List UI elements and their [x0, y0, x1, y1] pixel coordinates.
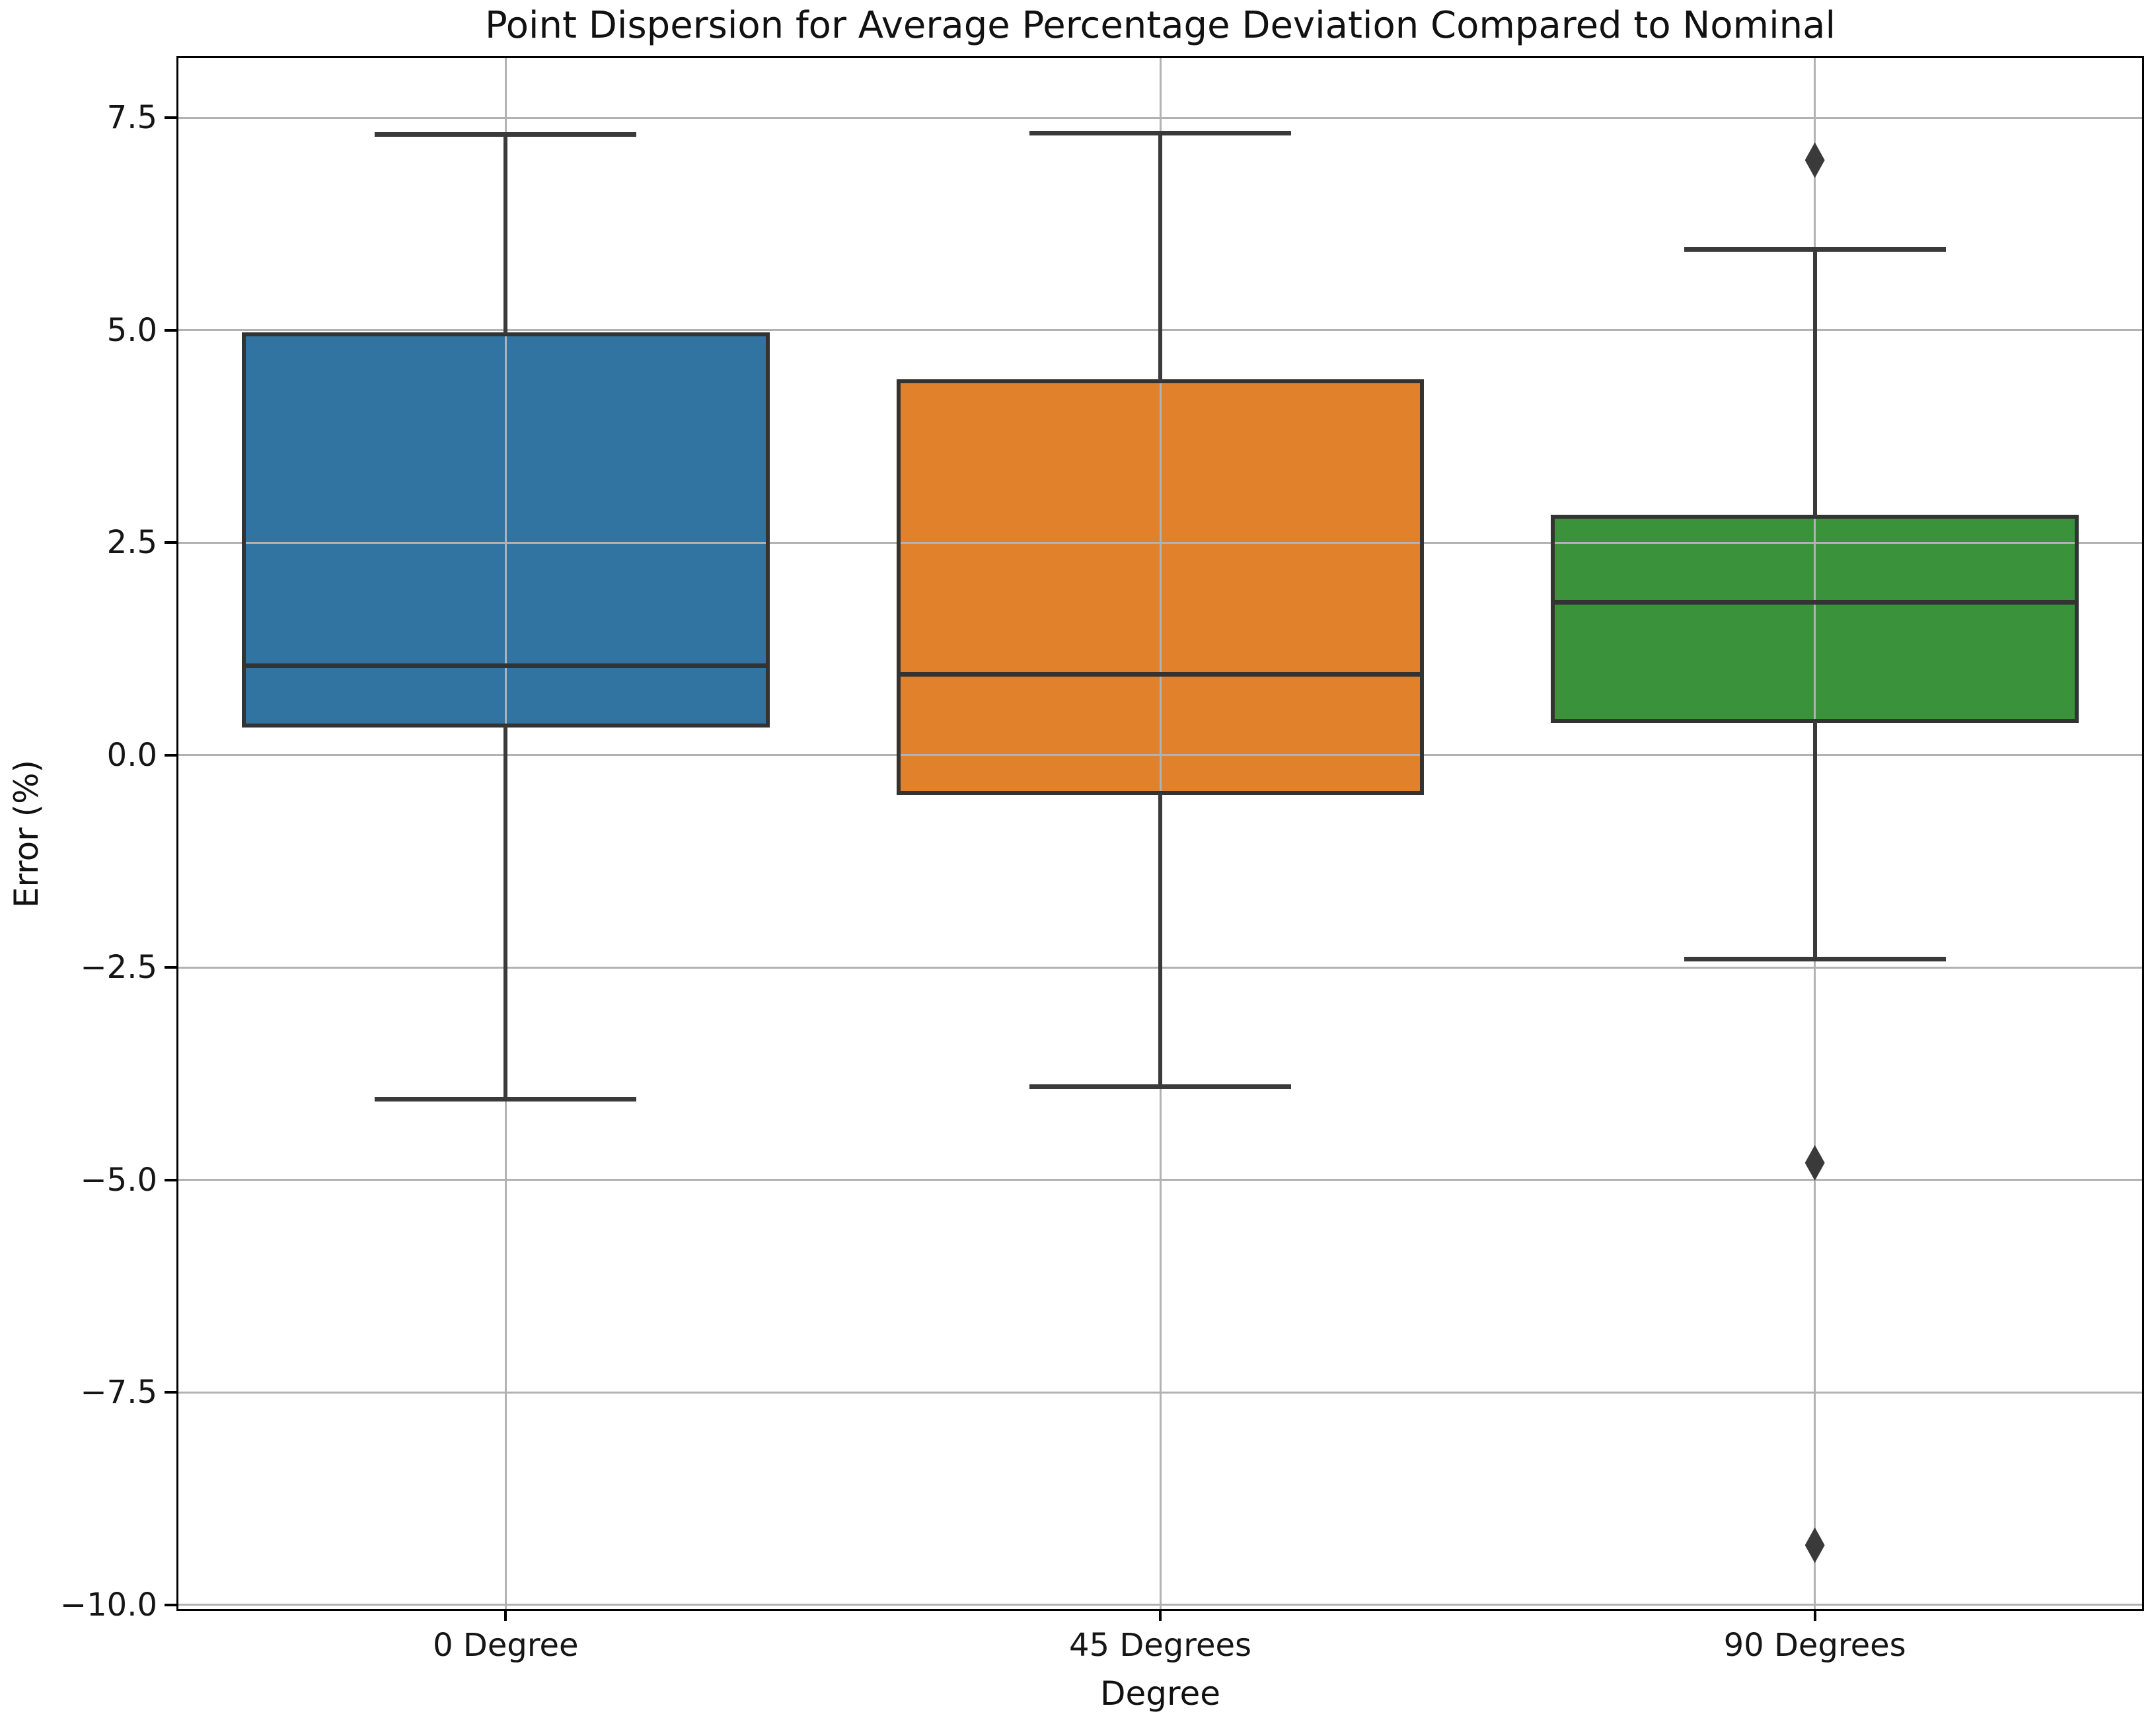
y-tick-label: −5.0 [80, 1161, 157, 1199]
box-45-degrees [896, 379, 1425, 796]
x-axis-label: Degree [1100, 1674, 1220, 1713]
median-45-degrees [898, 671, 1423, 677]
y-tick [165, 1603, 176, 1606]
whisker-upper-90-degrees [1812, 249, 1817, 517]
x-tick [1159, 1609, 1162, 1621]
x-tick-label: 90 Degrees [1723, 1627, 1906, 1664]
box-0-degree [242, 332, 770, 728]
cap-upper-90-degrees [1684, 246, 1946, 252]
outlier-90-degrees-1 [1804, 1144, 1825, 1181]
whisker-upper-0-degree [503, 134, 508, 334]
cap-upper-45-degrees [1029, 130, 1292, 135]
median-0-degree [244, 663, 768, 668]
cap-lower-45-degrees [1029, 1084, 1292, 1089]
y-tick-label: 7.5 [106, 99, 157, 137]
x-tick [1813, 1609, 1816, 1621]
whisker-upper-45-degrees [1158, 133, 1162, 381]
median-90-degrees [1553, 599, 2077, 605]
chart-title: Point Dispersion for Average Percentage … [484, 4, 1836, 47]
y-tick-label: −2.5 [80, 949, 157, 987]
whisker-lower-0-degree [503, 725, 508, 1100]
x-tick-label: 45 Degrees [1068, 1627, 1252, 1664]
x-tick-label: 0 Degree [433, 1627, 579, 1664]
y-tick [165, 1178, 176, 1181]
y-tick-label: −10.0 [59, 1586, 157, 1624]
cap-lower-0-degree [375, 1096, 637, 1102]
box-90-degrees [1551, 515, 2079, 724]
cap-upper-0-degree [375, 132, 637, 137]
plot-area [176, 56, 2144, 1611]
y-tick [165, 1391, 176, 1394]
y-axis-label: Error (%) [7, 759, 46, 908]
y-tick-label: −7.5 [80, 1374, 157, 1411]
outlier-90-degrees-0 [1804, 142, 1825, 178]
x-tick [504, 1609, 507, 1621]
whisker-lower-90-degrees [1812, 721, 1817, 959]
y-tick [165, 966, 176, 969]
y-tick [165, 753, 176, 757]
y-tick-label: 5.0 [106, 311, 157, 349]
y-tick [165, 328, 176, 332]
cap-lower-90-degrees [1684, 956, 1946, 961]
y-tick [165, 541, 176, 544]
outlier-90-degrees-2 [1804, 1527, 1825, 1563]
y-tick-label: 2.5 [106, 524, 157, 562]
y-tick [165, 116, 176, 120]
y-tick-label: 0.0 [106, 736, 157, 774]
whisker-lower-45-degrees [1158, 793, 1162, 1087]
